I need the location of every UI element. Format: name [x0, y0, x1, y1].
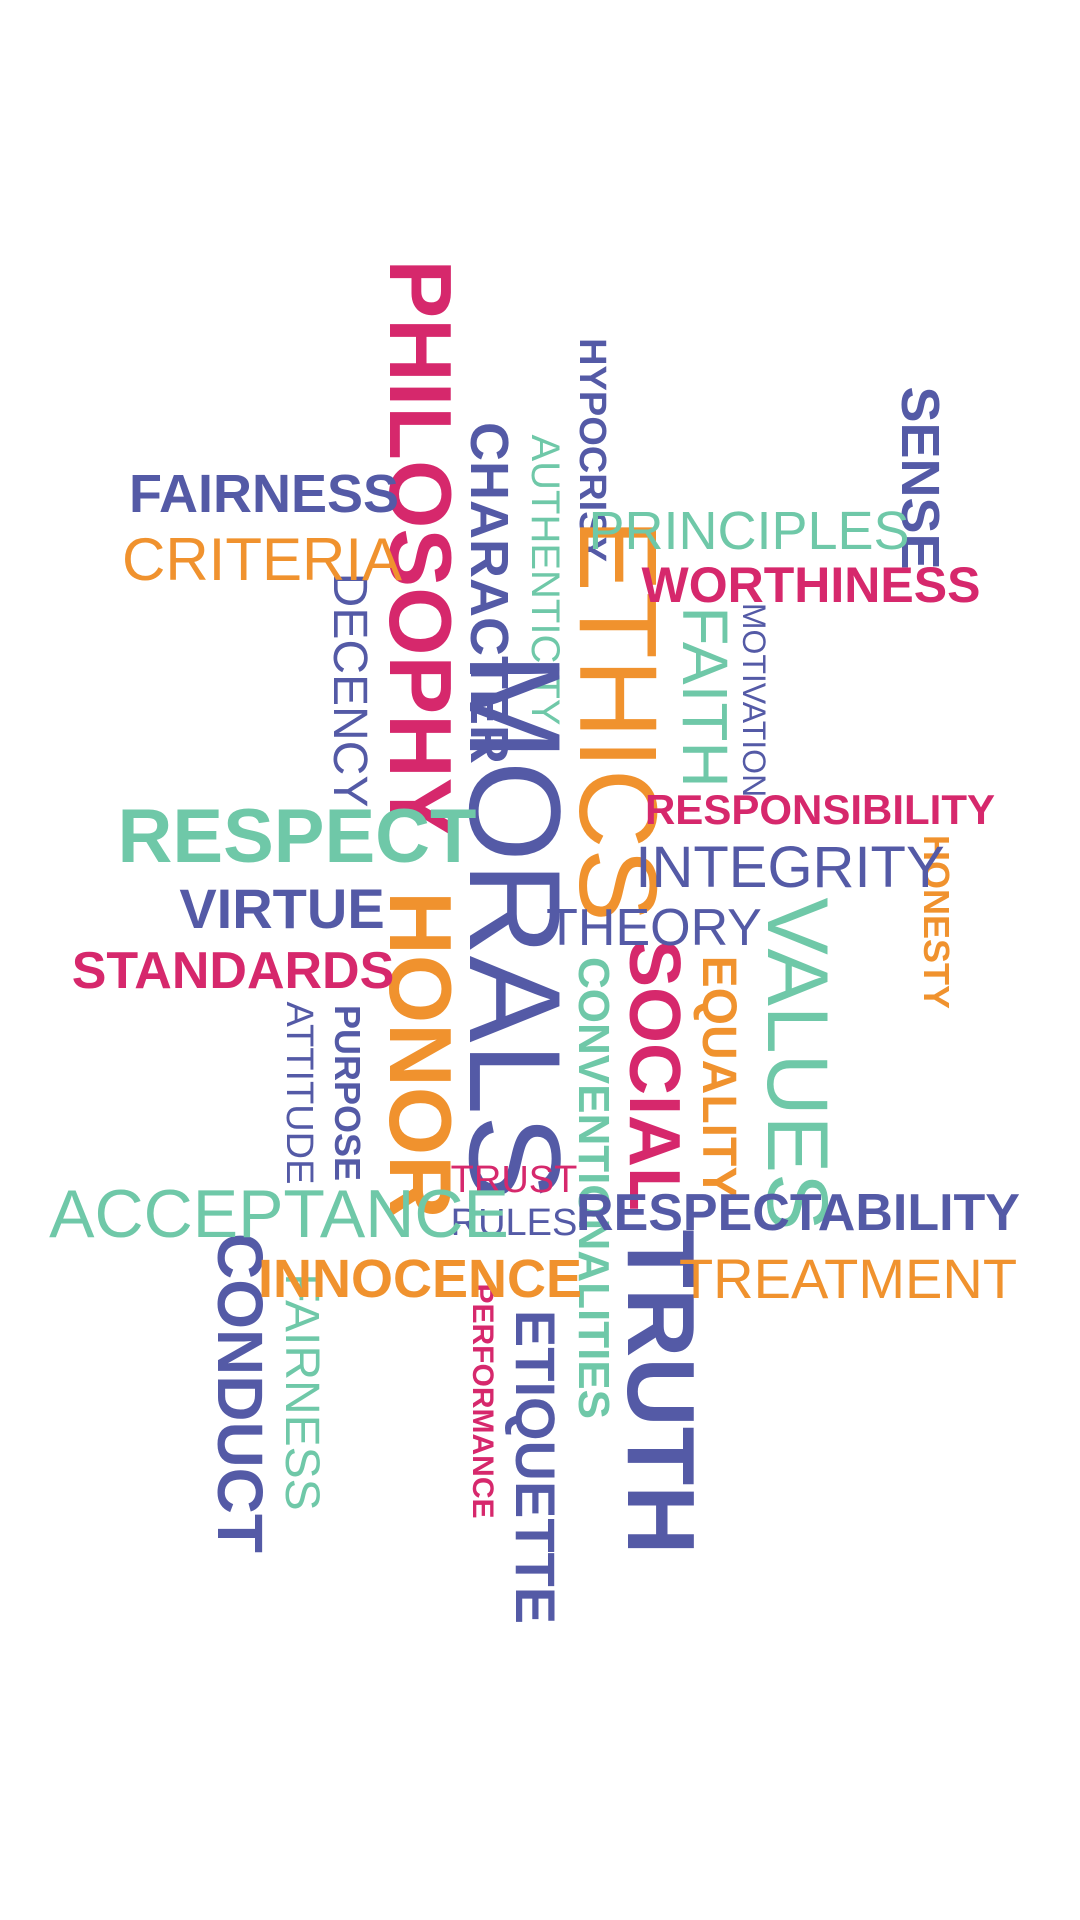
word-integrity: INTEGRITY	[635, 835, 945, 900]
word-treatment: TREATMENT	[678, 1247, 1018, 1310]
word-fairness-top: FAIRNESS	[128, 464, 400, 524]
word-decency: DECENCY	[323, 572, 376, 808]
word-responsibility: RESPONSIBILITY	[644, 786, 996, 833]
word-worthiness: WORTHINESS	[641, 557, 981, 613]
word-performance: PERFORMANCE	[466, 1283, 499, 1519]
word-trust: TRUST	[450, 1159, 578, 1201]
word-purpose: PURPOSE	[327, 1004, 368, 1182]
word-etiquette: ETIQUETTE	[504, 1309, 567, 1625]
word-theory: THEORY	[546, 899, 762, 957]
word-respectability: RESPECTABILITY	[576, 1184, 1020, 1242]
word-respect: RESPECT	[117, 794, 477, 879]
word-motivation: MOTIVATION	[736, 602, 772, 798]
word-virtue: VIRTUE	[179, 877, 385, 940]
word-acceptance: ACCEPTANCE	[49, 1176, 509, 1252]
word-criteria: CRITERIA	[121, 526, 403, 593]
word-social: SOCIAL	[614, 938, 694, 1212]
word-standards: STANDARDS	[71, 942, 395, 1000]
word-attitude: ATTITUDE	[278, 1001, 320, 1185]
word-principles: PRINCIPLES	[588, 501, 910, 561]
word-faith: FAITH	[669, 606, 741, 788]
word-values: VALUES	[749, 897, 845, 1231]
word-equality: EQUALITY	[692, 955, 745, 1199]
word-innocence: INNOCENCE	[257, 1249, 583, 1309]
word-rules: RULES	[450, 1202, 578, 1244]
